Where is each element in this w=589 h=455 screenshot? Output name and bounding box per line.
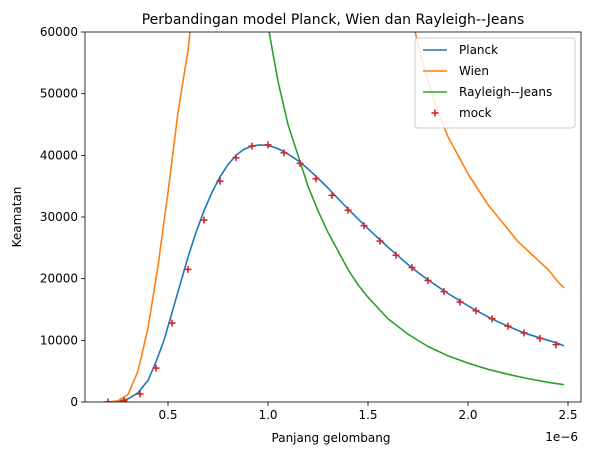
legend-label: mock bbox=[459, 106, 492, 120]
x-tick-label: 1.5 bbox=[358, 408, 377, 422]
chart-title: Perbandingan model Planck, Wien dan Rayl… bbox=[142, 12, 525, 28]
legend-swatch bbox=[431, 109, 439, 117]
series-line-rayleigh-jeans bbox=[268, 32, 565, 386]
x-tick-label: 0.5 bbox=[158, 408, 177, 422]
data-point-mock bbox=[328, 191, 336, 199]
series-layer bbox=[104, 32, 565, 402]
x-tick-label: 1.0 bbox=[258, 408, 277, 422]
data-point-mock bbox=[264, 141, 272, 149]
legend: Planck Wien Rayleigh--Jeans mock bbox=[414, 37, 576, 129]
legend-label: Rayleigh--Jeans bbox=[459, 85, 552, 99]
data-point-mock bbox=[360, 222, 368, 230]
data-point-mock bbox=[472, 307, 480, 315]
data-point-mock bbox=[408, 264, 416, 272]
data-point-mock bbox=[168, 319, 176, 327]
data-point-mock bbox=[248, 142, 256, 150]
data-point-mock bbox=[312, 175, 320, 183]
data-point-mock bbox=[456, 298, 464, 306]
y-axis: 0 10000 20000 30000 40000 50000 60000 bbox=[40, 25, 85, 409]
data-point-mock bbox=[200, 216, 208, 224]
x-axis: 0.5 1.0 1.5 2.0 2.5 bbox=[158, 402, 578, 422]
legend-item-mock: mock bbox=[431, 106, 492, 120]
data-point-mock bbox=[504, 322, 512, 330]
data-point-mock bbox=[296, 159, 304, 167]
y-tick-label: 10000 bbox=[40, 333, 78, 347]
data-point-mock bbox=[120, 397, 128, 402]
data-point-mock bbox=[216, 177, 224, 185]
data-point-mock bbox=[136, 390, 144, 398]
data-point-mock bbox=[152, 364, 160, 372]
legend-box bbox=[414, 37, 576, 129]
data-point-mock bbox=[104, 398, 112, 402]
data-point-mock bbox=[232, 154, 240, 162]
y-tick-label: 0 bbox=[70, 395, 78, 409]
legend-item-wien: Wien bbox=[423, 64, 489, 78]
y-tick-label: 30000 bbox=[40, 210, 78, 224]
legend-label: Wien bbox=[459, 64, 489, 78]
y-tick-label: 40000 bbox=[40, 148, 78, 162]
x-axis-label: Panjang gelombang bbox=[272, 431, 391, 445]
y-axis-label: Keamatan bbox=[10, 187, 24, 248]
x-tick-label: 2.5 bbox=[558, 408, 577, 422]
data-point-mock bbox=[552, 341, 560, 349]
legend-item-planck: Planck bbox=[423, 43, 498, 57]
x-tick-label: 2.0 bbox=[458, 408, 477, 422]
data-point-mock bbox=[376, 237, 384, 245]
data-point-mock bbox=[488, 315, 496, 323]
x-axis-offset-label: 1e−6 bbox=[545, 430, 578, 444]
data-point-mock bbox=[520, 329, 528, 337]
data-point-mock bbox=[424, 277, 432, 285]
data-point-mock bbox=[392, 251, 400, 259]
data-point-mock bbox=[440, 288, 448, 296]
y-tick-label: 20000 bbox=[40, 272, 78, 286]
data-point-mock bbox=[536, 334, 544, 342]
legend-item-rayleigh-jeans: Rayleigh--Jeans bbox=[423, 85, 552, 99]
data-point-mock bbox=[344, 206, 352, 214]
y-tick-label: 50000 bbox=[40, 87, 78, 101]
legend-label: Planck bbox=[459, 43, 498, 57]
y-tick-label: 60000 bbox=[40, 25, 78, 39]
data-point-mock bbox=[184, 265, 192, 273]
data-point-mock bbox=[280, 149, 288, 157]
